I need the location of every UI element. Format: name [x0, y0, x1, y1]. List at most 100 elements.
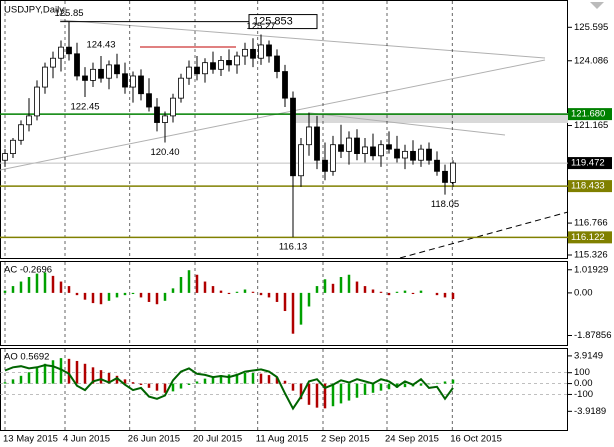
candle-body — [314, 126, 320, 161]
candle-body — [242, 48, 248, 57]
candle-body — [258, 44, 264, 59]
x-tick-label: 24 Sep 2015 — [385, 434, 439, 445]
zone-rectangle — [295, 113, 568, 123]
candle-body — [146, 93, 152, 108]
candle-body — [130, 75, 136, 88]
x-tick-label: 16 Oct 2015 — [450, 434, 502, 445]
candle-body — [138, 75, 144, 95]
candle-body — [90, 68, 96, 81]
candle-body — [298, 144, 304, 177]
level-label: 116.122 — [571, 232, 605, 243]
annotation: 120.40 — [150, 147, 179, 158]
y-tick-label: 0.00 — [574, 378, 593, 389]
candle-body — [154, 106, 160, 123]
annotation: 122.45 — [70, 102, 99, 113]
y-tick-label: 3.9149 — [574, 350, 603, 361]
chart-title: USDJPY,Daily — [4, 5, 64, 16]
annotation: 124.43 — [86, 40, 115, 51]
level-label-box — [568, 108, 612, 121]
y-tick-label: 124.086 — [574, 55, 608, 66]
candle-body — [98, 68, 104, 79]
candle-body — [266, 44, 272, 57]
candle-body — [42, 66, 48, 88]
candle-body — [354, 137, 360, 154]
x-tick-label: 11 Aug 2015 — [256, 434, 309, 445]
candle-body — [378, 144, 384, 157]
x-tick-label: 26 Jun 2015 — [128, 434, 180, 445]
main-frame — [0, 0, 568, 259]
y-tick-label: -1.87856 — [574, 330, 612, 341]
candle-body — [426, 148, 432, 161]
candle-body — [178, 77, 184, 99]
candle-body — [410, 150, 416, 161]
y-tick-label: 125.595 — [574, 22, 608, 33]
panel-title: AO 0.5692 — [4, 352, 49, 363]
candle-body — [434, 159, 440, 172]
candle-body — [10, 139, 16, 154]
price-box-label: 125.853 — [253, 15, 293, 27]
candle-body — [402, 150, 408, 159]
candle-body — [394, 148, 400, 159]
candle-body — [346, 137, 352, 152]
level-label: 121.680 — [571, 109, 605, 120]
candle-body — [210, 62, 216, 70]
candle-body — [450, 162, 456, 183]
x-tick-label: 13 May 2015 — [3, 434, 58, 445]
level-label: 118.433 — [571, 181, 605, 192]
annotation: 118.05 — [431, 199, 459, 210]
candle-body — [74, 53, 80, 77]
x-tick-label: 20 Jul 2015 — [193, 434, 242, 445]
trend-line — [59, 19, 546, 59]
ac-frame — [0, 261, 568, 346]
annotation: 125.85 — [54, 8, 83, 19]
candle-body — [322, 159, 328, 172]
candle-body — [202, 62, 208, 75]
level-label-box — [568, 231, 612, 244]
x-tick-label: 2 Sep 2015 — [321, 434, 370, 445]
candle-body — [234, 55, 240, 66]
candle-body — [170, 97, 176, 117]
y-tick-label: 115.326 — [574, 250, 608, 261]
candle-body — [2, 153, 8, 161]
y-tick-label: 1.01929 — [574, 264, 608, 275]
level-label: 119.472 — [571, 158, 605, 169]
candle-body — [50, 57, 56, 68]
candle-body — [386, 144, 392, 150]
candle-body — [418, 148, 424, 161]
y-tick-label: -100 — [574, 389, 593, 400]
y-tick-label: 0.00 — [574, 287, 593, 298]
level-label-box — [568, 180, 612, 193]
indicator-line — [4, 364, 454, 411]
trend-line — [309, 112, 506, 136]
trend-line — [399, 211, 569, 259]
y-tick-label: 100 — [574, 367, 590, 378]
candle-body — [82, 75, 88, 81]
candle-body — [66, 46, 72, 55]
candle-body — [106, 64, 112, 79]
y-tick-label: -3.9189 — [574, 406, 606, 417]
candle-body — [274, 55, 280, 72]
candle-body — [34, 86, 40, 117]
candle-body — [162, 115, 168, 123]
candle-body — [282, 71, 288, 99]
candle-body — [250, 48, 256, 59]
x-tick-label: 4 Jun 2015 — [63, 434, 110, 445]
candle-body — [186, 66, 192, 79]
candle-body — [26, 115, 32, 126]
candle-body — [330, 144, 336, 172]
annotation: 125.27 — [246, 21, 275, 32]
candle-body — [362, 146, 368, 154]
ao-frame — [0, 348, 568, 431]
candle-body — [114, 64, 120, 75]
price-box — [248, 14, 318, 30]
candle-body — [442, 170, 448, 183]
trend-line — [0, 59, 546, 171]
candle-body — [370, 146, 376, 157]
annotation: 116.13 — [279, 242, 307, 253]
y-tick-label: 121.165 — [574, 120, 608, 131]
candle-body — [58, 46, 64, 59]
candle-body — [218, 60, 224, 70]
level-label-box — [568, 157, 612, 170]
